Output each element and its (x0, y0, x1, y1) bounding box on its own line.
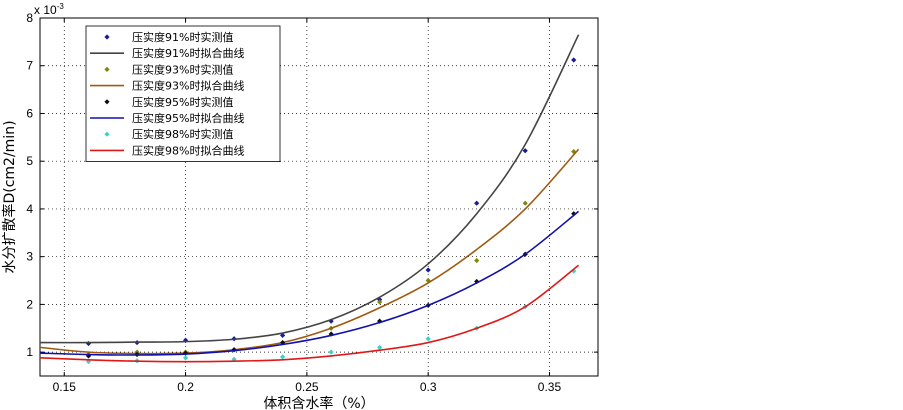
legend-entry-label: 压实度95%时拟合曲线 (132, 111, 244, 125)
data-point (474, 257, 480, 264)
data-point (425, 267, 431, 273)
y-exponent-base: x 10 (34, 3, 57, 17)
x-tick-label: 0.35 (538, 380, 562, 394)
data-point (522, 148, 528, 154)
series-curve (39, 210, 580, 356)
legend-entry-label: 压实度91%时拟合曲线 (132, 46, 244, 60)
legend-marker-swatch (104, 66, 110, 72)
data-point (474, 278, 480, 285)
x-tick-label: 0.2 (177, 380, 194, 394)
y-tick-label: 6 (26, 106, 33, 120)
y-axis-label: 水分扩散率D(cm2/min) (1, 120, 18, 273)
data-point (522, 200, 528, 206)
legend-entry-label: 压实度98%时实测值 (132, 127, 233, 141)
data-point (85, 353, 92, 359)
data-point (182, 355, 189, 361)
legend: 压实度91%时实测值压实度91%时拟合曲线压实度93%时实测值压实度93%时拟合… (85, 25, 281, 163)
legend-box (85, 25, 281, 163)
plot-frame (39, 17, 599, 377)
x-axis-label: 体积含水率（%） (263, 395, 374, 410)
x-tick-label: 0.25 (295, 380, 319, 394)
data-point (280, 332, 286, 339)
y-exponent-power: -3 (57, 2, 65, 11)
series-curve (39, 34, 580, 344)
y-tick-label: 2 (26, 297, 33, 311)
data-point (571, 268, 577, 274)
series-curve (39, 148, 580, 355)
series-curve (39, 264, 580, 363)
data-point (571, 57, 577, 63)
legend-entry-label: 压实度91%时实测值 (132, 30, 233, 44)
data-point (231, 347, 237, 353)
y-tick-label: 5 (26, 154, 33, 168)
legend-marker-swatch (104, 99, 110, 105)
y-tick-label: 7 (26, 59, 33, 73)
series (39, 34, 580, 365)
data-point (474, 200, 480, 206)
y-exponent: x 10-3 (34, 2, 64, 17)
y-tick-label: 4 (26, 202, 33, 216)
data-point (425, 336, 431, 342)
y-tick-label: 1 (26, 345, 33, 359)
y-tick-label: 8 (26, 11, 33, 25)
legend-marker-swatch (104, 34, 110, 40)
axis-ticks: 0.15 0.2 0.25 0.3 0.35 1 2 3 4 5 6 7 8 (26, 11, 598, 394)
y-tick-label: 3 (26, 250, 33, 264)
legend-entry-label: 压实度98%时拟合曲线 (132, 143, 244, 157)
x-tick-label: 0.15 (53, 380, 77, 394)
data-point (377, 318, 383, 324)
data-point (377, 344, 383, 350)
legend-entry-label: 压实度95%时实测值 (132, 95, 233, 109)
data-point (377, 299, 383, 305)
data-point (280, 354, 286, 360)
data-point (328, 349, 334, 355)
data-point (85, 340, 92, 347)
x-tick-label: 0.3 (420, 380, 437, 394)
legend-entry-label: 压实度93%时实测值 (132, 62, 233, 76)
legend-entry-label: 压实度93%时拟合曲线 (132, 79, 244, 93)
legend-marker-swatch (104, 131, 110, 137)
